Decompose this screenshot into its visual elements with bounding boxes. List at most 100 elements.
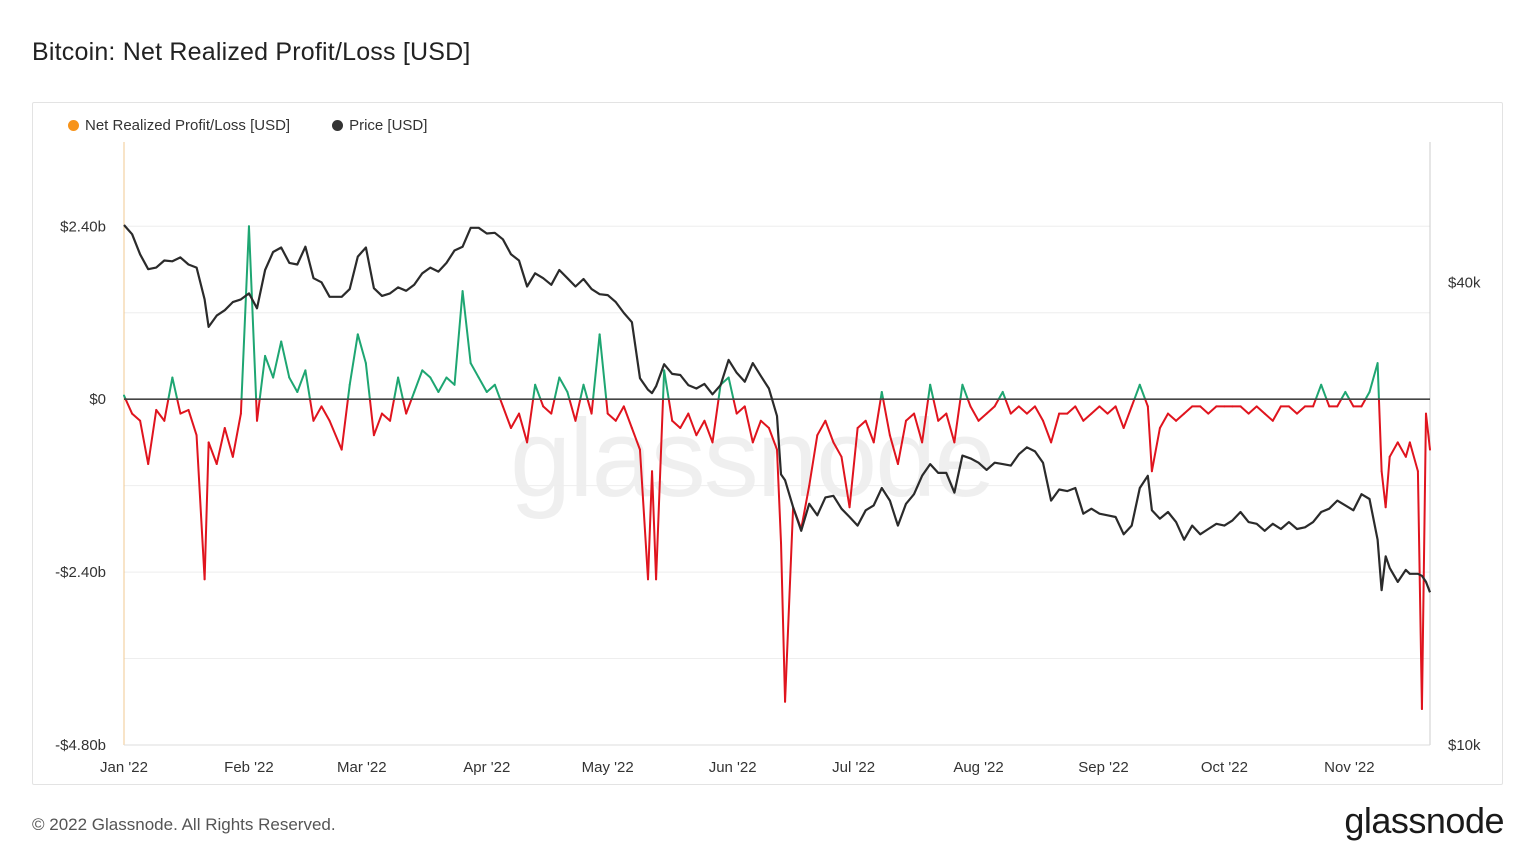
npl-segment — [1207, 405, 1218, 415]
npl-segment — [816, 419, 827, 437]
npl-segment — [592, 333, 601, 401]
npl-segment — [655, 398, 665, 581]
x-tick-1: Feb '22 — [224, 759, 274, 776]
legend-item-net-realized[interactable]: Net Realized Profit/Loss [USD] — [68, 117, 290, 134]
npl-segment — [131, 412, 142, 422]
npl-segment — [176, 398, 182, 415]
npl-segment — [256, 398, 261, 422]
npl-segment — [501, 405, 512, 429]
npl-segment — [848, 426, 859, 509]
npl-segment — [776, 448, 783, 545]
npl-segment — [223, 426, 234, 458]
npl-segment — [397, 376, 404, 401]
npl-segment — [421, 369, 432, 379]
npl-segment — [759, 419, 770, 429]
npl-segment — [304, 369, 311, 401]
npl-segment — [687, 412, 698, 437]
npl-segment — [1271, 405, 1282, 422]
npl-segment — [880, 390, 885, 401]
y-tick-right-0: $40k — [1448, 274, 1481, 291]
npl-segment — [155, 408, 166, 422]
npl-segment — [582, 383, 589, 401]
npl-segment — [574, 398, 582, 422]
npl-segment — [1408, 441, 1419, 473]
npl-segment — [346, 383, 351, 401]
npl-segment — [953, 398, 962, 444]
npl-segment — [872, 398, 882, 444]
npl-segment — [614, 405, 625, 422]
npl-segment — [743, 405, 754, 444]
npl-segment — [368, 398, 375, 437]
npl-segment — [258, 354, 267, 401]
npl-segment — [280, 340, 291, 379]
npl-segment — [1175, 412, 1186, 422]
npl-segment — [328, 419, 343, 451]
npl-segment — [1150, 426, 1161, 473]
npl-segment — [727, 376, 735, 401]
npl-segment — [534, 383, 542, 401]
npl-segment — [1312, 398, 1317, 408]
npl-segment — [969, 405, 980, 422]
npl-segment — [272, 340, 283, 379]
npl-segment — [921, 398, 930, 444]
npl-segment — [247, 225, 258, 401]
x-tick-0: Jan '22 — [100, 759, 148, 776]
npl-segment — [1420, 412, 1427, 710]
npl-segment — [413, 369, 424, 393]
npl-segment — [429, 376, 440, 393]
y-tick-left-3: -$4.80b — [55, 737, 106, 754]
npl-segment — [1295, 405, 1307, 415]
npl-segment — [824, 419, 835, 444]
x-tick-2: Mar '22 — [337, 759, 387, 776]
y-tick-left-1: $0 — [89, 391, 106, 408]
npl-segment — [566, 390, 571, 401]
npl-segment — [929, 383, 935, 401]
npl-segment — [1364, 390, 1371, 401]
x-tick-6: Jul '22 — [832, 759, 875, 776]
npl-segment — [207, 441, 218, 466]
npl-segment — [630, 426, 641, 451]
npl-segment — [579, 383, 585, 401]
npl-segment — [1144, 398, 1149, 408]
glassnode-logo[interactable]: glassnode — [1344, 800, 1504, 841]
npl-segment — [695, 419, 706, 437]
npl-segment — [732, 398, 738, 415]
x-tick-4: May '22 — [582, 759, 634, 776]
npl-segment — [477, 376, 488, 393]
npl-segment — [767, 426, 778, 451]
npl-segment — [1166, 412, 1178, 422]
npl-segment — [356, 333, 367, 365]
npl-segment — [499, 398, 504, 408]
npl-segment — [882, 398, 891, 437]
npl-segment — [598, 333, 608, 401]
npl-segment — [1004, 398, 1012, 415]
npl-segment — [542, 405, 553, 415]
npl-segment — [1388, 441, 1399, 458]
npl-segment — [1001, 390, 1007, 401]
npl-segment — [312, 405, 323, 422]
npl-segment — [856, 419, 867, 429]
net-realized-series — [123, 225, 1431, 710]
npl-segment — [606, 412, 617, 422]
x-tick-3: Apr '22 — [463, 759, 510, 776]
npl-segment — [1098, 405, 1109, 415]
npl-segment — [550, 398, 556, 415]
npl-segment — [167, 376, 174, 401]
npl-segment — [663, 369, 670, 401]
npl-segment — [195, 434, 206, 581]
npl-segment — [1146, 405, 1153, 473]
npl-segment — [493, 383, 502, 401]
npl-segment — [1360, 398, 1367, 408]
npl-segment — [264, 354, 275, 379]
npl-segment — [1377, 398, 1383, 473]
npl-segment — [808, 434, 819, 487]
legend-item-price[interactable]: Price [USD] — [332, 117, 427, 134]
npl-segment — [1396, 441, 1407, 458]
npl-segment — [832, 441, 843, 458]
npl-segment — [703, 419, 714, 444]
npl-segment — [1106, 405, 1117, 415]
npl-segment — [1320, 383, 1328, 401]
npl-segment — [1263, 412, 1274, 422]
npl-segment — [553, 376, 561, 401]
